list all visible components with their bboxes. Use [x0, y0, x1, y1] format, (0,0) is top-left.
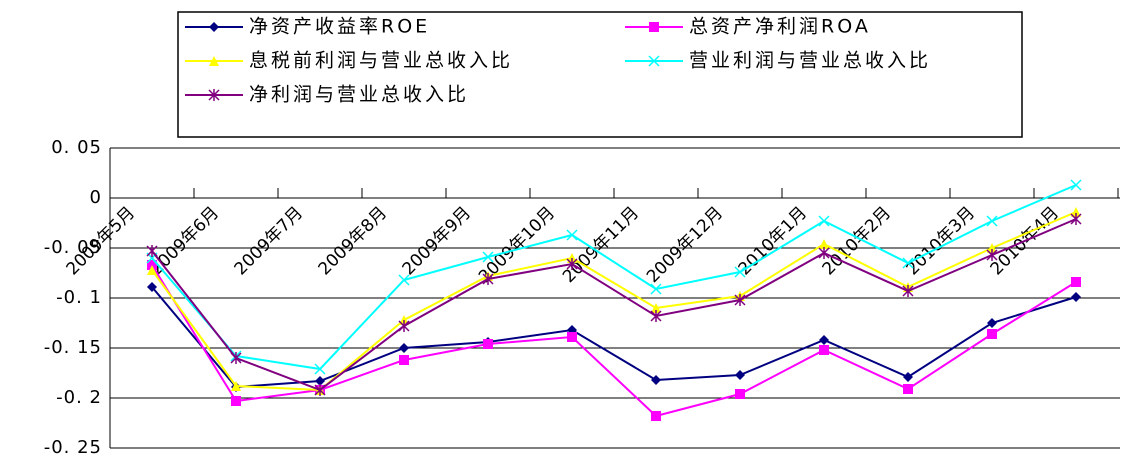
marker [482, 273, 494, 285]
legend-label: 营业利润与营业总收入比 [689, 50, 931, 72]
marker [209, 56, 219, 66]
y-tick-label: -0. 05 [44, 237, 102, 258]
y-tick-label: -0. 25 [44, 437, 102, 458]
marker [208, 89, 220, 101]
series-line [151, 218, 1077, 392]
marker [735, 389, 745, 399]
marker [231, 381, 241, 391]
x-tick-label: 2010年3月 [903, 203, 979, 279]
x-tick-label: 2009年7月 [231, 203, 307, 279]
x-tick-label: 2009年6月 [147, 203, 223, 279]
marker [315, 376, 325, 386]
x-tick-label: 2009年8月 [315, 203, 391, 279]
marker [903, 384, 913, 394]
marker [314, 363, 326, 375]
marker [147, 265, 157, 275]
marker [231, 396, 241, 406]
marker [1071, 292, 1081, 302]
marker [147, 282, 157, 292]
marker [651, 411, 661, 421]
marker [986, 249, 998, 261]
legend-label: 净利润与营业总收入比 [249, 84, 469, 106]
marker [483, 339, 493, 349]
marker [230, 352, 242, 364]
marker [650, 283, 662, 295]
legend-label: 息税前利润与营业总收入比 [249, 50, 513, 72]
marker [902, 257, 914, 269]
marker [818, 247, 830, 259]
x-tick-label: 2009年9月 [399, 203, 475, 279]
marker [987, 329, 997, 339]
marker [650, 310, 662, 322]
marker [1071, 207, 1081, 217]
marker [649, 22, 659, 32]
series-line [151, 264, 1077, 418]
marker [986, 215, 998, 227]
marker [648, 55, 660, 67]
marker [399, 343, 409, 353]
marker [819, 345, 829, 355]
y-tick-label: -0. 2 [56, 387, 102, 408]
series-line [151, 286, 1077, 389]
y-tick-label: 0. 05 [51, 137, 102, 158]
marker [987, 318, 997, 328]
marker [735, 370, 745, 380]
legend-box [177, 11, 1023, 138]
marker [314, 384, 326, 396]
marker [482, 251, 494, 263]
legend-label: 总资产净利润ROA [689, 16, 871, 38]
marker [399, 355, 409, 365]
marker [819, 239, 829, 249]
marker [819, 335, 829, 345]
marker [567, 332, 577, 342]
series-line [151, 211, 1077, 392]
marker [1070, 179, 1082, 191]
marker [903, 372, 913, 382]
x-tick-label: 2009年12月 [643, 203, 727, 287]
marker [651, 303, 661, 313]
marker [146, 245, 158, 257]
marker [566, 258, 578, 270]
marker [987, 243, 997, 253]
marker [398, 320, 410, 332]
marker [734, 294, 746, 306]
marker [566, 229, 578, 241]
y-tick-label: -0. 1 [56, 287, 102, 308]
series-line [151, 184, 1077, 371]
marker [651, 375, 661, 385]
marker [902, 285, 914, 297]
y-tick-label: -0. 15 [44, 337, 102, 358]
marker [398, 274, 410, 286]
marker [1071, 277, 1081, 287]
y-tick-label: 0 [90, 187, 102, 208]
legend-label: 净资产收益率ROE [249, 16, 430, 38]
marker [818, 215, 830, 227]
marker [1070, 213, 1082, 225]
marker [734, 266, 746, 278]
marker [209, 22, 219, 32]
